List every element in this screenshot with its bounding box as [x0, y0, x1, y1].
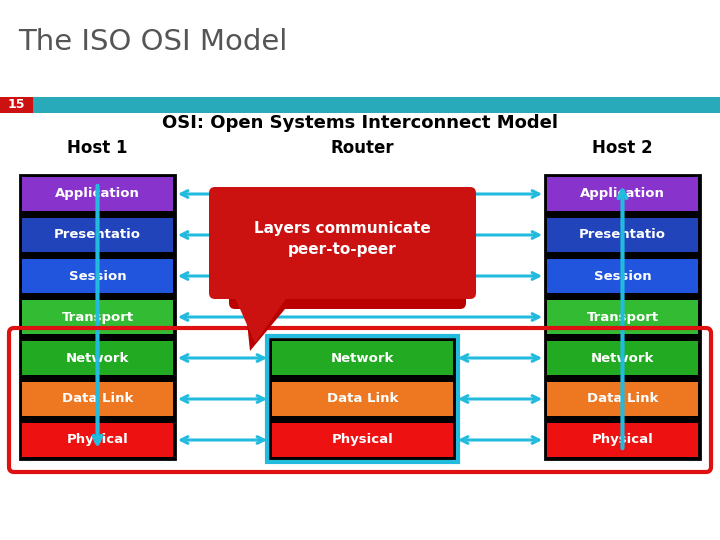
Text: Physical: Physical	[67, 434, 128, 447]
Bar	[272, 382, 453, 416]
Text: Physical: Physical	[592, 434, 653, 447]
Text: Network: Network	[66, 352, 129, 365]
Bar	[547, 218, 698, 252]
Polygon shape	[233, 293, 290, 343]
Bar	[547, 300, 698, 334]
Bar	[272, 341, 453, 375]
Text: Host 1: Host 1	[67, 139, 127, 157]
Text: Session: Session	[68, 269, 126, 282]
Bar	[545, 175, 700, 459]
Text: Transport: Transport	[586, 310, 659, 323]
Text: Network: Network	[330, 352, 394, 365]
Bar	[0, 97, 720, 113]
Bar	[22, 300, 173, 334]
Bar	[22, 382, 173, 416]
Bar	[547, 177, 698, 211]
Bar	[547, 423, 698, 457]
Text: Router: Router	[330, 139, 395, 157]
Text: Host 2: Host 2	[592, 139, 653, 157]
Text: Data Link: Data Link	[62, 393, 133, 406]
Bar	[0, 97, 33, 113]
Text: Application: Application	[580, 187, 665, 200]
Text: Session: Session	[594, 269, 652, 282]
Bar	[22, 177, 173, 211]
Bar	[20, 175, 175, 459]
Bar	[22, 423, 173, 457]
Text: Data Link: Data Link	[327, 393, 398, 406]
Text: 15: 15	[7, 98, 24, 111]
Polygon shape	[245, 303, 290, 351]
Bar	[272, 423, 453, 457]
Text: Presentatio: Presentatio	[579, 228, 666, 241]
Text: Transport: Transport	[61, 310, 134, 323]
Text: Presentatio: Presentatio	[54, 228, 141, 241]
Bar	[547, 341, 698, 375]
Text: r-to-peer: r-to-peer	[312, 270, 383, 284]
Text: Physical: Physical	[332, 434, 393, 447]
Bar	[22, 259, 173, 293]
Bar	[22, 341, 173, 375]
Bar	[22, 218, 173, 252]
Text: OSI: Open Systems Interconnect Model: OSI: Open Systems Interconnect Model	[162, 114, 558, 132]
Text: Network: Network	[591, 352, 654, 365]
Bar	[270, 339, 455, 459]
Text: Data Link: Data Link	[587, 393, 658, 406]
Text: Application: Application	[55, 187, 140, 200]
Text: The ISO OSI Model: The ISO OSI Model	[18, 28, 287, 56]
Bar	[547, 259, 698, 293]
FancyBboxPatch shape	[209, 187, 476, 299]
Text: Layers communicate
peer-to-peer: Layers communicate peer-to-peer	[254, 221, 431, 257]
FancyBboxPatch shape	[229, 245, 466, 309]
Bar	[547, 382, 698, 416]
